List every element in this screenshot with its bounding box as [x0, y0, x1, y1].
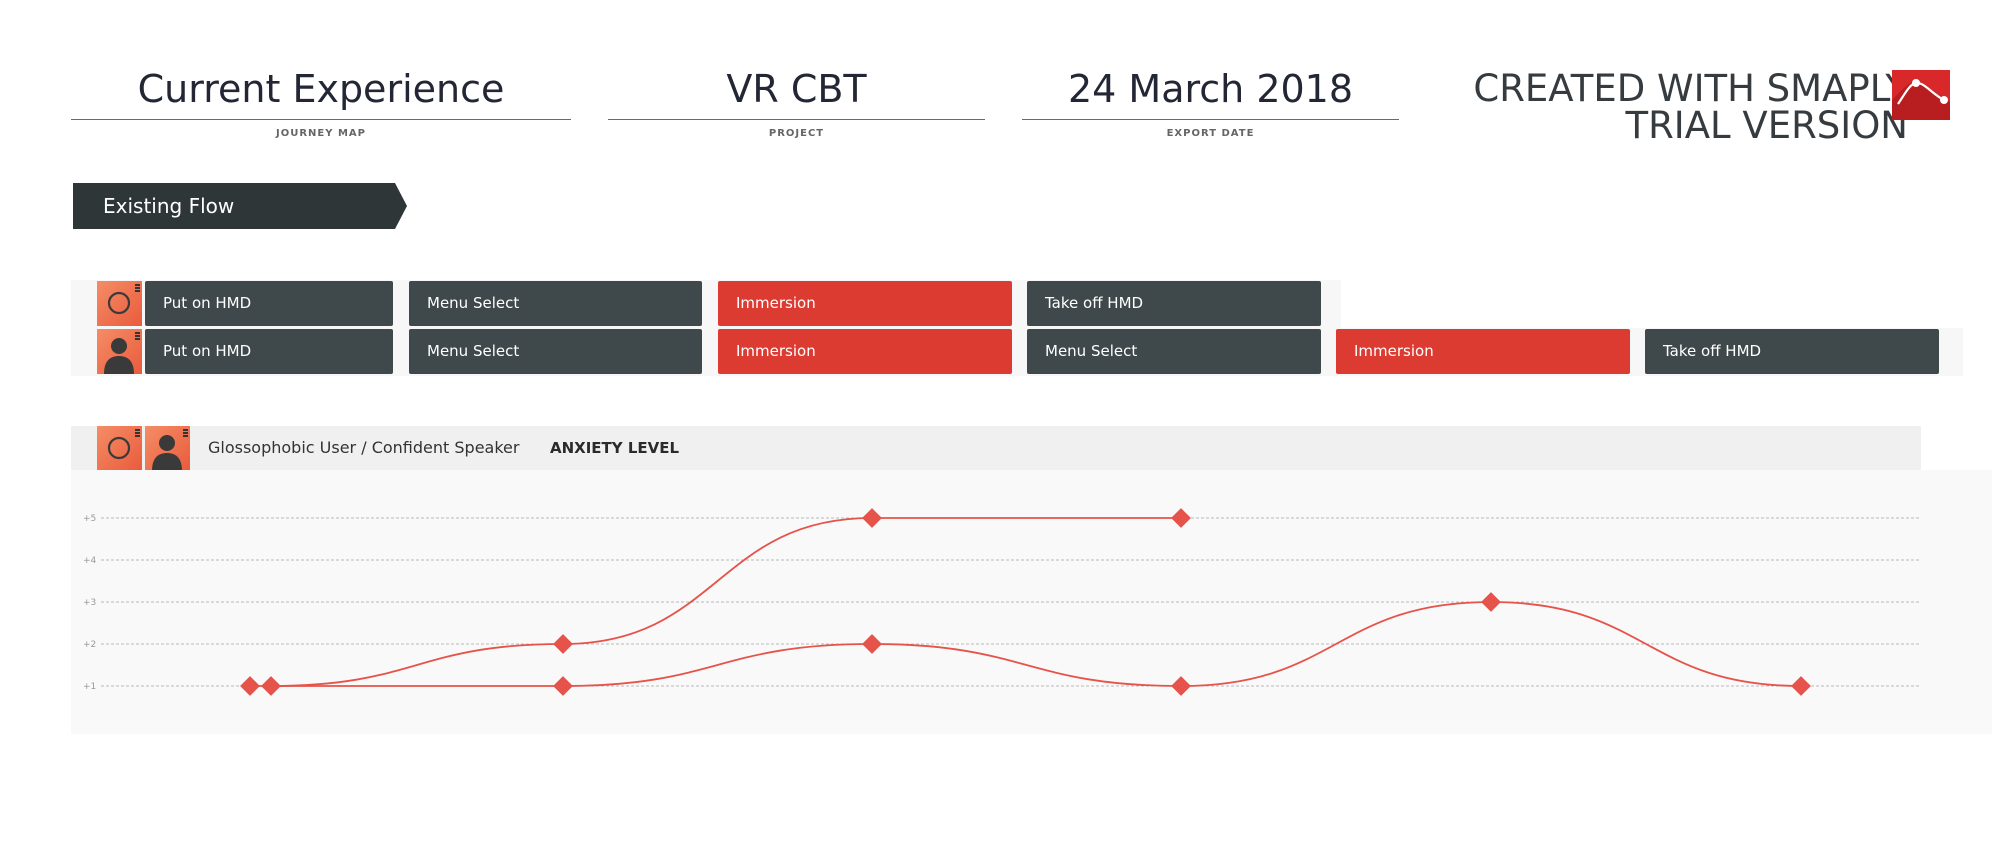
smaply-logo-icon: [1892, 70, 1950, 120]
data-point-user[interactable]: [862, 634, 882, 654]
data-point-user[interactable]: [553, 676, 573, 696]
section-tag-shape: [73, 183, 407, 229]
brand-line-1: CREATED WITH SMAPLY: [1473, 67, 1908, 110]
chart-header: Glossophobic User / Confident Speaker AN…: [71, 426, 1921, 471]
project-label: PROJECT: [768, 128, 825, 139]
circle-persona-icon: [107, 436, 131, 460]
y-tick-label: +3: [83, 598, 96, 608]
step-immersion[interactable]: Immersion: [718, 329, 1012, 374]
circle-persona-icon: [107, 291, 131, 315]
step-menu-select[interactable]: Menu Select: [409, 281, 702, 326]
persona-circle[interactable]: [97, 281, 142, 326]
section-existing-flow[interactable]: Existing Flow: [73, 183, 407, 229]
series-line-circle: [270, 517, 1181, 687]
metric-title: ANXIETY LEVEL: [550, 439, 680, 457]
step-immersion[interactable]: Immersion: [1336, 329, 1630, 374]
series-line-user: [249, 601, 1802, 687]
anxiety-chart-area: +1 +2 +3 +4 +5: [71, 470, 1992, 734]
persona-title: Glossophobic User / Confident Speaker: [208, 438, 520, 457]
user-persona-icon: [152, 435, 182, 471]
step-take-off-hmd[interactable]: Take off HMD: [1645, 329, 1939, 374]
data-point-user[interactable]: [1481, 592, 1501, 612]
persona-menu-icon: [135, 429, 140, 431]
brand-line-2: TRIAL VERSION: [1625, 104, 1908, 147]
persona-user[interactable]: [145, 426, 190, 471]
export-date-value: 24 March 2018: [1022, 62, 1399, 120]
data-point-circle[interactable]: [553, 634, 573, 654]
step-menu-select[interactable]: Menu Select: [409, 329, 702, 374]
user-persona-icon: [104, 338, 134, 374]
step-put-on-hmd[interactable]: Put on HMD: [145, 329, 393, 374]
section-title: Existing Flow: [103, 194, 235, 218]
data-point-user[interactable]: [1171, 676, 1191, 696]
persona-menu-icon: [183, 429, 188, 431]
project-field: VR CBT PROJECT: [608, 62, 985, 139]
y-tick-label: +1: [83, 682, 96, 692]
persona-circle[interactable]: [97, 426, 142, 471]
step-put-on-hmd[interactable]: Put on HMD: [145, 281, 393, 326]
export-date-label: EXPORT DATE: [1166, 128, 1255, 139]
anxiety-chart: +1 +2 +3 +4 +5: [83, 508, 1921, 696]
persona-user[interactable]: [97, 329, 142, 374]
data-point-circle[interactable]: [862, 508, 882, 528]
trial-watermark: CREATED WITH SMAPLY TRIAL VERSION: [1473, 70, 1908, 144]
y-tick-label: +4: [83, 556, 97, 566]
step-immersion[interactable]: Immersion: [718, 281, 1012, 326]
step-menu-select[interactable]: Menu Select: [1027, 329, 1321, 374]
data-point-user[interactable]: [240, 676, 260, 696]
y-tick-label: +2: [83, 640, 96, 650]
data-point-circle[interactable]: [1171, 508, 1191, 528]
y-tick-label: +5: [83, 514, 96, 524]
export-date-field: 24 March 2018 EXPORT DATE: [1022, 62, 1399, 139]
journey-map-label: JOURNEY MAP: [276, 128, 366, 139]
journey-map-title[interactable]: Current Experience: [71, 62, 571, 120]
data-point-user[interactable]: [1791, 676, 1811, 696]
step-take-off-hmd[interactable]: Take off HMD: [1027, 281, 1321, 326]
project-title[interactable]: VR CBT: [608, 62, 985, 120]
journey-map-field: Current Experience JOURNEY MAP: [71, 62, 571, 139]
persona-menu-icon: [135, 284, 140, 286]
persona-menu-icon: [135, 332, 140, 334]
